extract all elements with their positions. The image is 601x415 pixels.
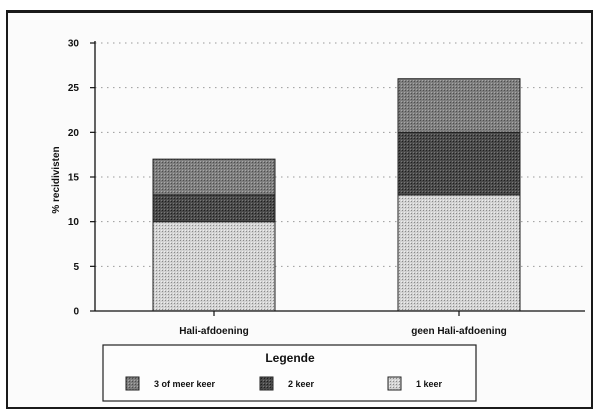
legend-entry-2-keer: 2 keer (288, 379, 315, 389)
bar-segment-3-of-meer-keer (152, 158, 276, 196)
axes (90, 41, 585, 316)
legend-swatch-2-keer (259, 376, 274, 391)
legend: Legende 3 of meer keer 2 keer 1 keer (102, 344, 477, 402)
legend-entry-3-of-meer-keer: 3 of meer keer (154, 379, 216, 389)
y-tick-label: 5 (73, 262, 79, 273)
bar-segment-1-keer (152, 221, 276, 312)
y-tick-label: 20 (68, 128, 80, 139)
bars (152, 78, 521, 312)
y-tick-label: 25 (68, 83, 80, 94)
legend-swatch-3-of-meer-keer (125, 376, 140, 391)
x-tick-labels: Hali-afdoening geen Hali-afdoening (179, 326, 507, 337)
bar-segment-2-keer (397, 131, 521, 196)
legend-box (102, 344, 477, 402)
legend-swatch-1-keer (387, 376, 402, 391)
x-tick-label: geen Hali-afdoening (411, 326, 507, 337)
y-tick-labels: 0 5 10 15 20 25 30 (68, 39, 80, 318)
y-tick-label: 15 (68, 173, 80, 184)
y-tick-label: 0 (73, 307, 79, 318)
legend-title: Legende (265, 351, 315, 365)
bar-segment-2-keer (152, 194, 276, 223)
legend-entry-1-keer: 1 keer (416, 379, 443, 389)
y-tick-label: 30 (68, 39, 80, 50)
bar-segment-3-of-meer-keer (397, 78, 521, 133)
x-tick-label: Hali-afdoening (179, 326, 248, 337)
bar-segment-1-keer (397, 194, 521, 312)
y-tick-label: 10 (68, 217, 80, 228)
y-axis-label: % recidivisten (51, 146, 62, 213)
